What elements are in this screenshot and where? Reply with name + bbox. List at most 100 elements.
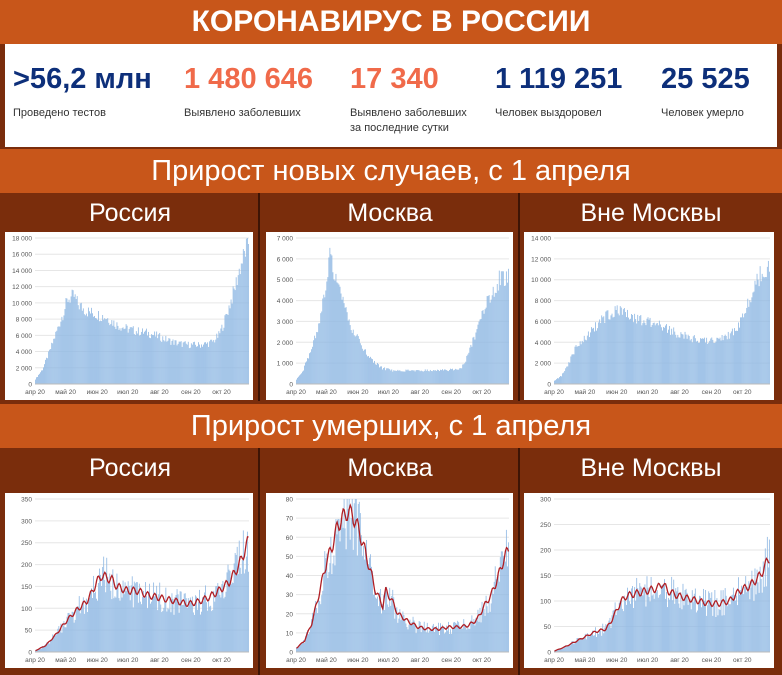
bar bbox=[646, 318, 648, 384]
bar bbox=[421, 371, 423, 384]
bar bbox=[504, 285, 506, 384]
bar bbox=[96, 318, 97, 384]
bar bbox=[370, 356, 371, 384]
bar bbox=[698, 342, 699, 384]
bar bbox=[147, 608, 148, 652]
bar bbox=[620, 307, 622, 384]
bar bbox=[737, 605, 738, 652]
bar bbox=[328, 572, 330, 652]
bar bbox=[596, 636, 597, 652]
bar bbox=[170, 344, 172, 384]
bar bbox=[317, 613, 319, 652]
bar bbox=[394, 618, 396, 652]
bar bbox=[174, 597, 176, 652]
bar bbox=[701, 338, 702, 384]
bar bbox=[42, 370, 43, 384]
bar bbox=[157, 338, 159, 384]
bar bbox=[234, 553, 236, 652]
bar bbox=[297, 646, 298, 652]
bar bbox=[310, 628, 312, 652]
bar bbox=[576, 638, 578, 652]
bar bbox=[563, 372, 565, 384]
bar bbox=[712, 615, 714, 652]
bar bbox=[363, 559, 365, 652]
bar bbox=[735, 330, 736, 384]
moving-average-line bbox=[296, 503, 510, 649]
bar bbox=[48, 351, 50, 384]
bar bbox=[710, 338, 712, 384]
bar bbox=[232, 583, 234, 652]
bar bbox=[306, 632, 307, 652]
bar bbox=[603, 316, 605, 384]
bar bbox=[565, 368, 567, 384]
bar bbox=[149, 337, 150, 384]
bar bbox=[98, 311, 99, 384]
bar bbox=[744, 313, 746, 384]
bar bbox=[341, 299, 343, 384]
bar bbox=[81, 310, 83, 384]
bar bbox=[187, 341, 189, 384]
bar bbox=[453, 622, 455, 652]
bar bbox=[196, 596, 197, 652]
bar bbox=[308, 358, 309, 384]
y-tick-label: 80 bbox=[286, 497, 294, 504]
bar bbox=[577, 346, 579, 384]
bar bbox=[355, 335, 357, 384]
y-tick-label: 250 bbox=[540, 522, 551, 529]
bar bbox=[121, 328, 123, 384]
bar bbox=[216, 586, 218, 652]
bar bbox=[314, 335, 316, 384]
bar bbox=[122, 580, 124, 652]
bar bbox=[104, 318, 106, 384]
bar bbox=[429, 628, 431, 652]
bar bbox=[81, 602, 83, 652]
bar bbox=[766, 536, 768, 652]
bar bbox=[48, 642, 50, 652]
bar bbox=[600, 630, 602, 652]
bar bbox=[323, 575, 325, 652]
bar bbox=[678, 337, 680, 384]
bar bbox=[152, 596, 154, 652]
bar bbox=[434, 370, 436, 384]
x-tick-label: июн 20 bbox=[347, 389, 369, 396]
bar bbox=[415, 370, 417, 384]
bar bbox=[619, 600, 621, 652]
bar bbox=[699, 595, 700, 652]
bar bbox=[63, 621, 65, 652]
bar bbox=[327, 277, 329, 384]
bar bbox=[458, 369, 460, 384]
bar bbox=[108, 322, 110, 384]
chart-svg: 0 50 100 150 200 250 300 апр 20 май 20 июн 20 июл … bbox=[540, 497, 770, 664]
bar bbox=[74, 619, 76, 652]
bar bbox=[107, 318, 109, 384]
bar bbox=[624, 311, 626, 384]
bar bbox=[182, 604, 184, 652]
bar bbox=[629, 319, 630, 384]
bar bbox=[302, 641, 303, 652]
bar bbox=[755, 284, 757, 384]
bar bbox=[645, 325, 647, 384]
bar bbox=[700, 338, 701, 384]
bar bbox=[606, 625, 608, 652]
bar bbox=[668, 597, 669, 652]
stat-label: Выявлено заболевших bbox=[184, 107, 301, 119]
x-tick-label: сен 20 bbox=[702, 657, 722, 664]
bar bbox=[718, 338, 720, 384]
bar bbox=[57, 628, 59, 652]
bar bbox=[452, 368, 454, 384]
bar bbox=[491, 589, 493, 652]
bar bbox=[65, 627, 67, 652]
bar bbox=[574, 346, 576, 384]
bar bbox=[721, 615, 723, 652]
bar bbox=[693, 593, 695, 652]
bar bbox=[364, 349, 366, 384]
bar bbox=[564, 647, 566, 652]
bar bbox=[75, 608, 77, 652]
bar bbox=[367, 356, 368, 384]
y-tick-label: 60 bbox=[286, 535, 294, 542]
bar bbox=[450, 368, 451, 384]
bar bbox=[359, 343, 361, 384]
bar bbox=[410, 370, 412, 384]
bar bbox=[758, 592, 760, 652]
bar bbox=[581, 340, 583, 384]
